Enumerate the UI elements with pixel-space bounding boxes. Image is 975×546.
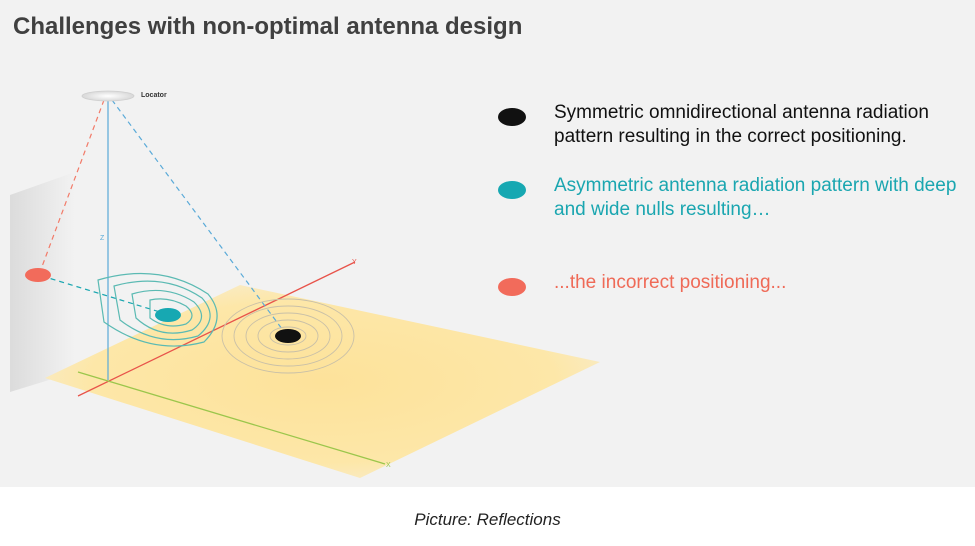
correct-position-marker bbox=[275, 329, 301, 343]
legend-item-asymmetric: Asymmetric antenna radiation pattern wit… bbox=[498, 174, 974, 222]
locator-label: Locator bbox=[141, 92, 167, 99]
legend-item-symmetric: Symmetric omnidirectional antenna radiat… bbox=[498, 101, 974, 149]
axis-y-label: Y bbox=[352, 259, 357, 266]
incorrect-position-marker bbox=[25, 268, 51, 282]
axis-z-label: Z bbox=[100, 235, 105, 242]
legend-text-incorrect: ...the incorrect positioning... bbox=[554, 272, 787, 293]
floor bbox=[45, 285, 600, 478]
axis-x-line bbox=[77, 371, 386, 465]
axis-y-line bbox=[77, 261, 356, 397]
antenna-diagram: Locator Z Y X bbox=[10, 90, 600, 478]
reflected-path-line bbox=[39, 99, 105, 273]
slide: Locator Z Y X Challenges with non-optima… bbox=[0, 0, 975, 487]
picture-caption: Picture: Reflections bbox=[414, 510, 561, 529]
legend-dot-red bbox=[498, 278, 526, 296]
symmetric-pattern bbox=[221, 298, 355, 374]
page-title: Challenges with non-optimal antenna desi… bbox=[13, 13, 523, 40]
legend-dot-teal bbox=[498, 181, 526, 199]
legend-text-symmetric: Symmetric omnidirectional antenna radiat… bbox=[554, 102, 929, 147]
wall-to-tag-line bbox=[41, 275, 161, 313]
legend-item-incorrect: ...the incorrect positioning... bbox=[498, 271, 974, 296]
asymmetric-pattern bbox=[97, 272, 218, 347]
direct-path-line bbox=[111, 99, 286, 334]
locator-disc bbox=[81, 90, 135, 102]
legend-dot-black bbox=[498, 108, 526, 126]
asymmetric-position-marker bbox=[155, 308, 181, 322]
legend-text-asymmetric: Asymmetric antenna radiation pattern wit… bbox=[554, 175, 957, 220]
wall bbox=[10, 172, 75, 392]
axis-x-label: X bbox=[386, 462, 391, 469]
